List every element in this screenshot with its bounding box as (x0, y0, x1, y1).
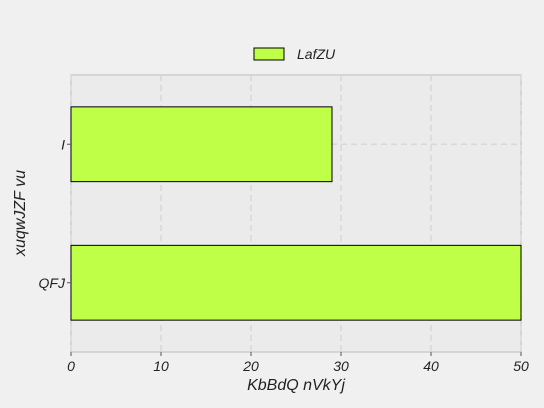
y-tick-label: QFJ (39, 275, 66, 291)
x-axis-ticks: 0 10 20 30 40 50 (67, 352, 529, 374)
legend-swatch (253, 47, 285, 61)
legend: LafZU (253, 46, 336, 62)
x-tick-label: 0 (67, 358, 75, 374)
bar (70, 106, 333, 183)
legend-label: LafZU (297, 46, 336, 62)
x-axis-label: KbBdQ nVkYj (247, 377, 345, 394)
x-tick-label: 20 (242, 358, 259, 374)
bar (70, 244, 522, 321)
x-tick-label: 50 (513, 358, 529, 374)
x-tick-label: 40 (423, 358, 439, 374)
y-tick-label: I (61, 136, 65, 152)
y-axis-label: xuqwJZF vu (12, 170, 29, 257)
y-axis-ticks: I QFJ (39, 136, 71, 291)
x-tick-label: 10 (153, 358, 169, 374)
x-tick-label: 30 (333, 358, 349, 374)
bars (70, 106, 522, 321)
